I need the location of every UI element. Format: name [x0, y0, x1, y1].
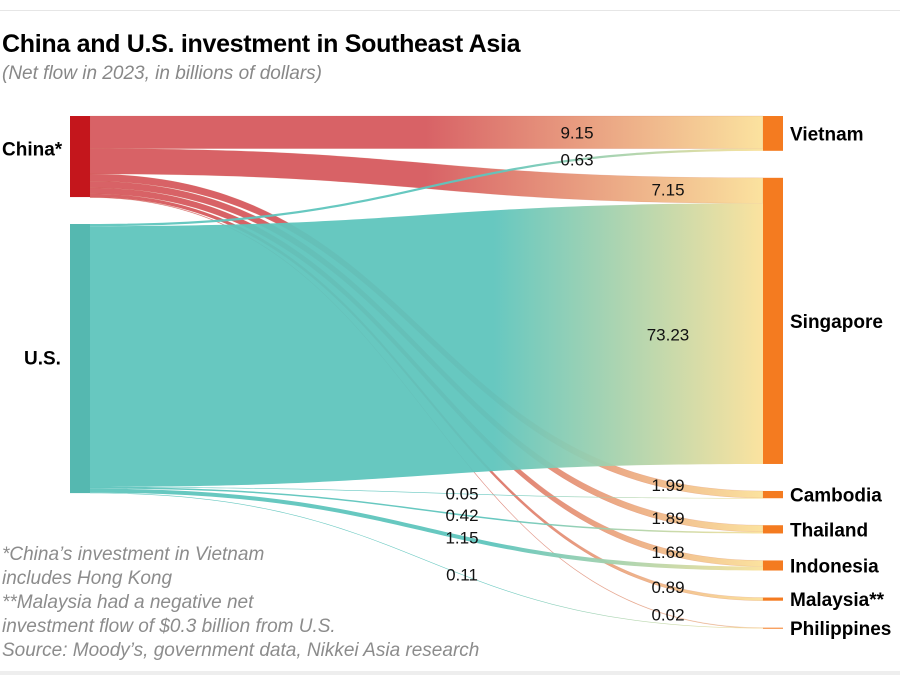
node-vietnam [763, 116, 783, 151]
node-us [70, 224, 90, 494]
link-us-philippines [90, 492, 763, 629]
node-thailand [763, 525, 783, 534]
source-note: Source: Moody’s, government data, Nikkei… [2, 640, 480, 661]
node-label-us: U.S. [24, 349, 61, 370]
node-label-philippines: Philippines [790, 619, 891, 640]
node-label-cambodia: Cambodia [790, 486, 882, 507]
link-us-vietnam [90, 148, 763, 227]
value-label-us-indonesia: 1.15 [445, 529, 478, 548]
value-label-us-thailand: 0.42 [445, 506, 478, 525]
node-label-vietnam: Vietnam [790, 124, 864, 145]
footnote-malaysia-cont: investment flow of $0.3 billion from U.S… [2, 616, 336, 637]
footnote-malaysia: **Malaysia had a negative net [2, 592, 254, 613]
value-label-china-thailand: 1.89 [651, 509, 684, 528]
value-label-china-singapore: 7.15 [651, 181, 684, 200]
node-label-thailand: Thailand [790, 520, 868, 541]
node-label-indonesia: Indonesia [790, 556, 879, 577]
labels-group: 9.15 7.15 1.99 1.89 1.68 0.89 0.02 0.63 73.23 0.0… [2, 123, 891, 640]
bottom-band [0, 671, 900, 675]
value-label-us-cambodia: 0.05 [445, 485, 478, 504]
links-group [89, 115, 764, 629]
link-us-thailand [90, 487, 763, 534]
node-label-malaysia: Malaysia** [790, 590, 885, 611]
value-label-china-malaysia: 0.89 [651, 578, 684, 597]
nodes-group [70, 116, 783, 629]
node-malaysia [763, 597, 783, 601]
chart-title: China and U.S. investment in Southeast A… [2, 30, 521, 58]
link-us-indonesia [90, 488, 763, 571]
value-label-us-vietnam: 0.63 [560, 151, 593, 170]
footnote-china: *China’s investment in Vietnam [2, 544, 265, 565]
top-divider [0, 10, 900, 11]
link-us-singapore [90, 203, 763, 487]
node-china [70, 116, 90, 198]
value-label-china-philippines: 0.02 [651, 606, 684, 625]
node-singapore [763, 177, 783, 464]
chart-subtitle: (Net flow in 2023, in billions of dollar… [2, 63, 322, 84]
footnotes: *China’s investment in Vietnam includes … [2, 543, 479, 663]
link-us-cambodia [90, 486, 763, 499]
value-label-china-indonesia: 1.68 [651, 543, 684, 562]
value-label-us-singapore: 73.23 [647, 325, 690, 344]
node-indonesia [763, 560, 783, 571]
value-label-china-vietnam: 9.15 [560, 123, 593, 142]
value-label-china-cambodia: 1.99 [651, 476, 684, 495]
node-philippines [763, 627, 783, 629]
node-label-singapore: Singapore [790, 312, 883, 333]
node-cambodia [763, 490, 783, 499]
node-label-china: China* [2, 140, 63, 161]
footnote-china-cont: includes Hong Kong [2, 568, 173, 589]
link-china-vietnam [89, 115, 764, 149]
value-label-us-philippines: 0.11 [446, 565, 478, 584]
